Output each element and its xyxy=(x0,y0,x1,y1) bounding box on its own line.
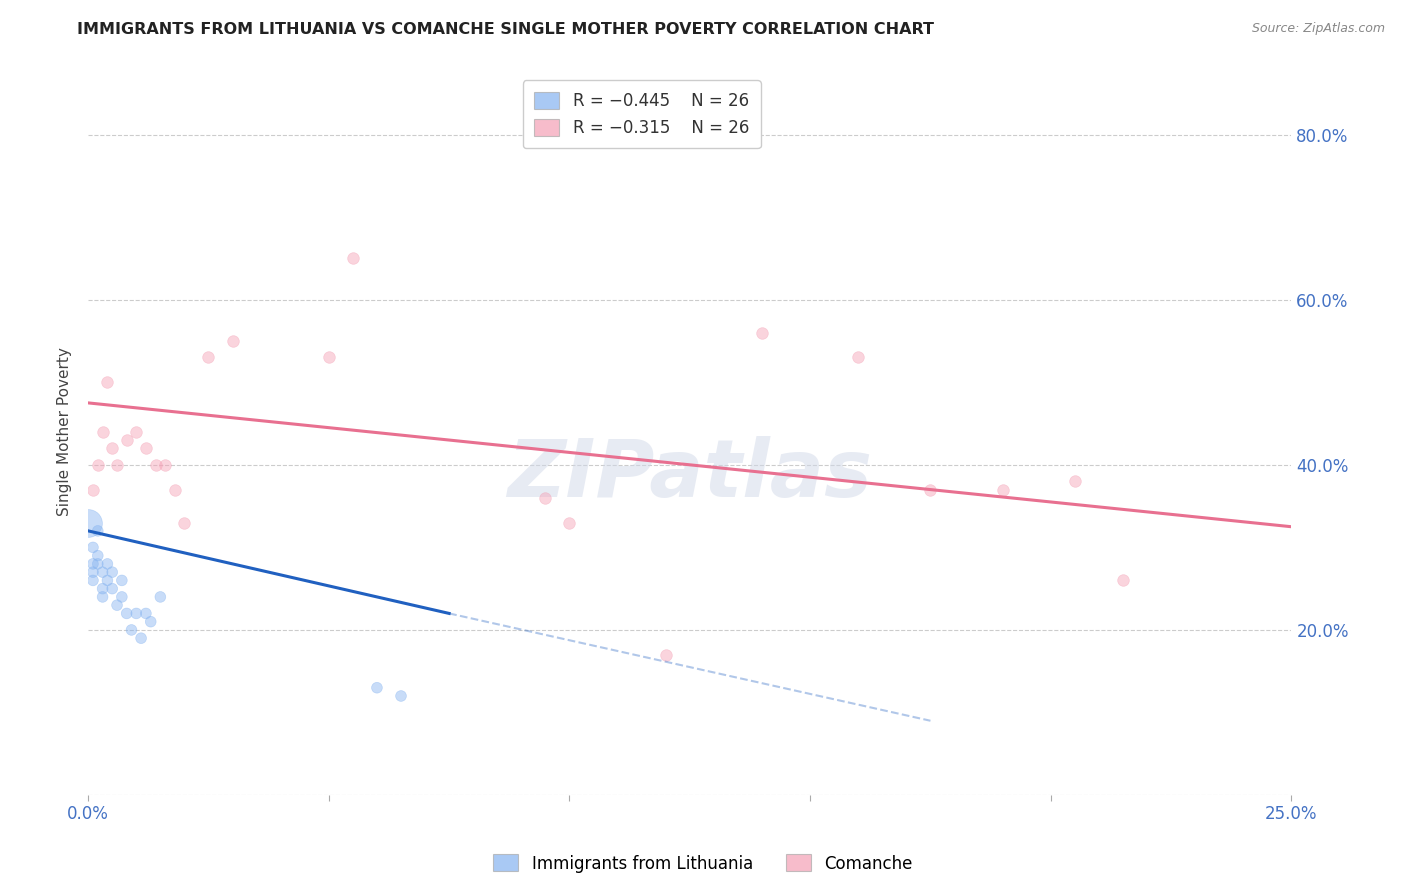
Point xyxy=(366,681,388,695)
Point xyxy=(121,623,143,637)
Point xyxy=(87,458,110,472)
Point xyxy=(96,557,118,571)
Text: ZIPatlas: ZIPatlas xyxy=(508,436,872,515)
Point xyxy=(846,351,869,365)
Point xyxy=(105,598,128,612)
Point xyxy=(751,326,773,340)
Legend: R = −0.445    N = 26, R = −0.315    N = 26: R = −0.445 N = 26, R = −0.315 N = 26 xyxy=(523,80,761,148)
Point xyxy=(1063,475,1085,489)
Point xyxy=(1112,574,1135,588)
Point xyxy=(82,557,104,571)
Point xyxy=(163,483,186,497)
Point xyxy=(101,442,124,456)
Point xyxy=(135,607,157,621)
Point xyxy=(111,590,134,604)
Point xyxy=(654,648,676,662)
Point xyxy=(105,458,128,472)
Point xyxy=(991,483,1014,497)
Point xyxy=(153,458,176,472)
Point xyxy=(125,607,148,621)
Point xyxy=(101,582,124,596)
Point xyxy=(318,351,340,365)
Point xyxy=(197,351,219,365)
Point xyxy=(87,549,110,563)
Point xyxy=(221,334,243,348)
Point xyxy=(111,574,134,588)
Point xyxy=(77,516,100,530)
Text: IMMIGRANTS FROM LITHUANIA VS COMANCHE SINGLE MOTHER POVERTY CORRELATION CHART: IMMIGRANTS FROM LITHUANIA VS COMANCHE SI… xyxy=(77,22,935,37)
Point xyxy=(173,516,195,530)
Text: Source: ZipAtlas.com: Source: ZipAtlas.com xyxy=(1251,22,1385,36)
Point xyxy=(96,574,118,588)
Point xyxy=(534,491,557,505)
Point xyxy=(91,582,114,596)
Point xyxy=(82,565,104,579)
Y-axis label: Single Mother Poverty: Single Mother Poverty xyxy=(58,347,72,516)
Point xyxy=(342,252,364,266)
Point xyxy=(145,458,167,472)
Point xyxy=(920,483,942,497)
Point xyxy=(87,557,110,571)
Point xyxy=(135,442,157,456)
Point xyxy=(149,590,172,604)
Point xyxy=(82,574,104,588)
Legend: Immigrants from Lithuania, Comanche: Immigrants from Lithuania, Comanche xyxy=(486,847,920,880)
Point xyxy=(129,631,152,645)
Point xyxy=(82,541,104,555)
Point xyxy=(91,425,114,439)
Point xyxy=(558,516,581,530)
Point xyxy=(125,425,148,439)
Point xyxy=(101,565,124,579)
Point xyxy=(139,615,162,629)
Point xyxy=(91,590,114,604)
Point xyxy=(115,433,138,447)
Point xyxy=(87,524,110,538)
Point xyxy=(91,565,114,579)
Point xyxy=(389,689,412,703)
Point xyxy=(82,483,104,497)
Point xyxy=(96,376,118,390)
Point xyxy=(115,607,138,621)
